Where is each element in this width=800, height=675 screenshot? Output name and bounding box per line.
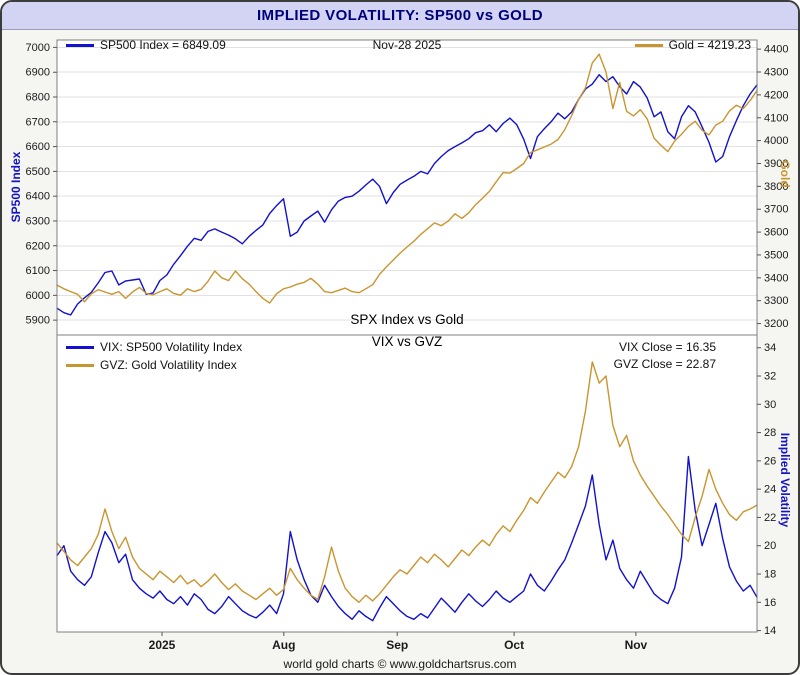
svg-text:20: 20 xyxy=(764,540,776,552)
legend-gold-label: Gold = 4219.23 xyxy=(669,38,751,52)
svg-text:6300: 6300 xyxy=(26,215,50,227)
axis-title-gold: Gold xyxy=(778,160,792,187)
svg-text:6400: 6400 xyxy=(26,191,50,203)
svg-text:6100: 6100 xyxy=(26,265,50,277)
footer: world gold charts © www.goldchartsrus.co… xyxy=(2,657,798,671)
svg-text:2025: 2025 xyxy=(149,638,176,652)
gold-line-swatch xyxy=(635,44,663,47)
svg-text:6600: 6600 xyxy=(26,141,50,153)
chart-window: IMPLIED VOLATILITY: SP500 vs GOLD 5900 60… xyxy=(0,0,800,675)
svg-text:3700: 3700 xyxy=(764,204,788,216)
svg-text:32: 32 xyxy=(764,371,776,383)
svg-text:3400: 3400 xyxy=(764,272,788,284)
legend-vix: VIX: SP500 Volatility Index xyxy=(66,340,242,354)
svg-text:24: 24 xyxy=(764,484,776,496)
vix-close-value: VIX Close = 16.35 xyxy=(619,340,716,354)
svg-text:3600: 3600 xyxy=(764,227,788,239)
svg-text:22: 22 xyxy=(764,512,776,524)
legend-vix-label: VIX: SP500 Volatility Index xyxy=(100,340,242,354)
axis-title-implied-volatility: Implied Volatility xyxy=(778,433,792,527)
svg-text:Sep: Sep xyxy=(386,638,408,652)
svg-text:14: 14 xyxy=(764,625,776,637)
legend-gvz-label: GVZ: Gold Volatility Index xyxy=(100,358,237,372)
svg-text:28: 28 xyxy=(764,427,776,439)
svg-text:18: 18 xyxy=(764,569,776,581)
gvz-line-swatch xyxy=(66,364,94,367)
vix-line-swatch xyxy=(66,346,94,349)
svg-text:6800: 6800 xyxy=(26,92,50,104)
svg-text:4300: 4300 xyxy=(764,67,788,79)
page-title: IMPLIED VOLATILITY: SP500 vs GOLD xyxy=(257,7,543,24)
svg-text:5900: 5900 xyxy=(26,315,50,327)
svg-text:30: 30 xyxy=(764,399,776,411)
svg-text:3200: 3200 xyxy=(764,318,788,330)
svg-text:3300: 3300 xyxy=(764,295,788,307)
svg-text:6200: 6200 xyxy=(26,240,50,252)
svg-text:34: 34 xyxy=(764,342,776,354)
svg-text:16: 16 xyxy=(764,597,776,609)
legend-gvz: GVZ: Gold Volatility Index xyxy=(66,358,237,372)
svg-text:6000: 6000 xyxy=(26,290,50,302)
svg-text:Nov: Nov xyxy=(625,638,648,652)
legend-gold: Gold = 4219.23 xyxy=(635,38,751,52)
footer-text: world gold charts © www.goldchartsrus.co… xyxy=(284,657,517,671)
svg-text:4000: 4000 xyxy=(764,135,788,147)
svg-text:7000: 7000 xyxy=(26,42,50,54)
caption-spx-vs-gold: SPX Index vs Gold xyxy=(57,313,757,327)
svg-text:3500: 3500 xyxy=(764,249,788,261)
svg-text:6500: 6500 xyxy=(26,166,50,178)
svg-text:4200: 4200 xyxy=(764,89,788,101)
chart-title-bar: IMPLIED VOLATILITY: SP500 vs GOLD xyxy=(2,2,798,30)
svg-text:4400: 4400 xyxy=(764,44,788,56)
axis-title-sp500: SP500 Index xyxy=(9,152,23,223)
svg-text:Aug: Aug xyxy=(272,638,295,652)
svg-text:Oct: Oct xyxy=(504,638,524,652)
gvz-close-value: GVZ Close = 22.87 xyxy=(614,357,716,371)
svg-text:4100: 4100 xyxy=(764,112,788,124)
svg-text:26: 26 xyxy=(764,455,776,467)
svg-text:6700: 6700 xyxy=(26,116,50,128)
svg-text:6900: 6900 xyxy=(26,67,50,79)
